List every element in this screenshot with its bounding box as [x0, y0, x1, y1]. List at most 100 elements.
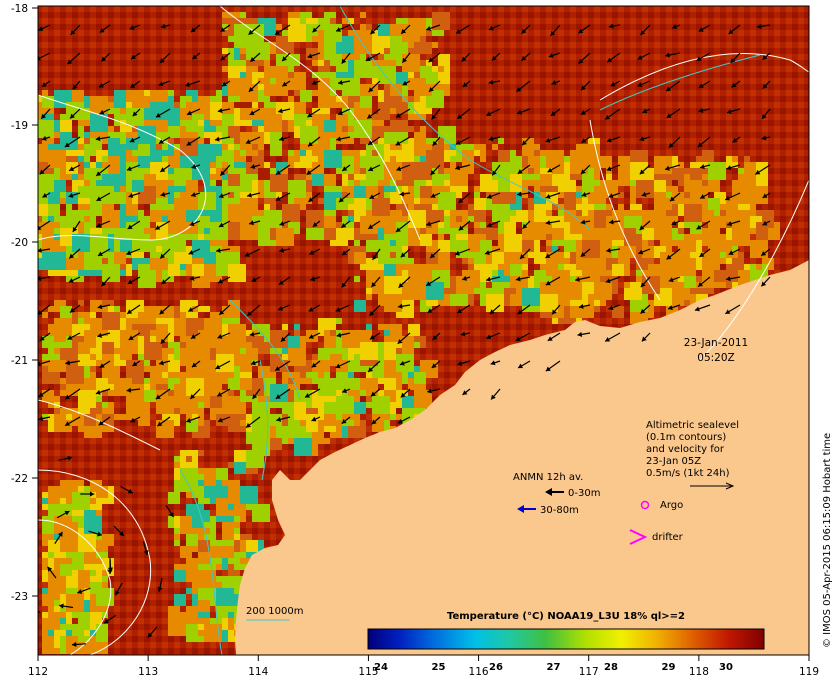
velocity-arrow	[274, 360, 291, 372]
x-tick-label: 118	[689, 666, 709, 678]
velocity-arrow	[68, 164, 81, 172]
sst-pixel	[198, 192, 216, 210]
sst-pixel	[270, 414, 282, 426]
sst-pixel	[726, 270, 738, 282]
sst-pixel	[504, 192, 516, 204]
sst-pixel	[192, 216, 198, 222]
velocity-arrow	[606, 52, 621, 63]
sst-pixel	[426, 138, 432, 144]
sst-pixel	[336, 84, 342, 90]
sst-pixel	[354, 300, 366, 312]
velocity-arrow	[276, 416, 291, 422]
sst-pixel	[54, 360, 66, 372]
velocity-arrow	[341, 388, 351, 394]
sst-pixel	[186, 456, 192, 462]
sst-pixel	[588, 198, 594, 204]
velocity-arrow	[400, 388, 411, 398]
sst-pixel	[30, 246, 36, 252]
sst-pixel	[96, 186, 114, 204]
sst-pixel	[246, 24, 264, 42]
sst-pixel	[48, 306, 54, 312]
velocity-arrow	[147, 626, 158, 638]
velocity-arrow	[130, 416, 141, 423]
sst-pixel	[102, 402, 108, 408]
sst-pixel	[456, 276, 474, 294]
velocity-arrow	[221, 80, 231, 87]
sst-pixel	[474, 186, 480, 192]
velocity-arrow	[578, 303, 591, 309]
argo-label: Argo	[660, 500, 683, 511]
sst-pixel	[234, 138, 240, 144]
sst-pixel	[378, 138, 384, 144]
sst-pixel	[42, 96, 54, 108]
sst-pixel	[486, 294, 504, 312]
velocity-arrow	[728, 248, 741, 256]
velocity-arrow	[304, 388, 321, 398]
sst-pixel	[600, 156, 612, 168]
velocity-arrow	[545, 220, 561, 226]
sst-pixel	[504, 282, 510, 288]
sst-pixel	[534, 150, 540, 156]
sst-pixel	[366, 24, 372, 30]
sst-pixel	[654, 216, 666, 228]
velocity-arrow	[462, 388, 471, 396]
velocity-arrow	[67, 332, 81, 341]
velocity-arrow	[103, 615, 116, 624]
sst-pixel	[222, 114, 234, 126]
sst-pixel	[630, 198, 636, 204]
sst-pixel	[114, 162, 120, 168]
sst-pixel	[216, 606, 228, 618]
sst-pixel	[138, 156, 150, 168]
velocity-arrow	[400, 248, 411, 258]
sst-pixel	[186, 558, 198, 570]
sst-pixel	[630, 186, 636, 192]
sst-pixel	[492, 270, 498, 276]
sst-pixel	[426, 228, 432, 234]
sst-pixel	[450, 162, 456, 168]
sst-pixel	[114, 378, 132, 396]
altimetry-line-0: Altimetric sealevel	[646, 420, 739, 431]
sst-pixel	[582, 204, 588, 210]
sst-pixel	[192, 546, 198, 552]
sst-pixel	[240, 420, 246, 426]
sst-pixel	[372, 198, 390, 216]
velocity-arrow	[575, 276, 591, 282]
sst-pixel	[270, 438, 282, 450]
sst-pixel	[30, 126, 36, 132]
velocity-arrow	[132, 108, 141, 117]
sst-pixel	[456, 294, 468, 306]
sst-pixel	[72, 492, 90, 510]
sst-pixel	[102, 570, 108, 576]
sst-pixel	[318, 348, 330, 360]
sst-pixel	[408, 186, 414, 192]
sst-pixel	[168, 354, 174, 360]
velocity-arrow	[366, 108, 381, 120]
sst-pixel	[702, 210, 714, 222]
velocity-arrow	[548, 52, 561, 58]
velocity-arrow	[99, 24, 111, 34]
sst-pixel	[678, 228, 684, 234]
x-tick-label: 116	[469, 666, 489, 678]
sst-pixel	[756, 216, 762, 222]
sst-pixel	[324, 24, 342, 42]
velocity-arrow	[157, 577, 163, 592]
velocity-arrow	[245, 416, 261, 429]
sst-pixel	[54, 552, 60, 558]
sst-pixel	[300, 156, 312, 168]
sst-pixel	[90, 612, 102, 624]
velocity-arrow	[371, 248, 381, 261]
sst-pixel	[60, 612, 66, 618]
sst-pixel	[474, 222, 480, 228]
sst-pixel	[582, 282, 594, 294]
sst-pixel	[102, 258, 108, 264]
velocity-arrow	[69, 108, 81, 119]
velocity-arrow	[38, 275, 51, 281]
sst-pixel	[90, 348, 96, 354]
sst-pixel	[366, 402, 372, 408]
velocity-arrow	[189, 275, 201, 281]
velocity-arrow	[142, 541, 149, 556]
sst-pixel	[456, 216, 462, 222]
sst-pixel	[438, 54, 450, 66]
sst-pixel	[258, 366, 270, 378]
sst-pixel	[498, 222, 504, 228]
